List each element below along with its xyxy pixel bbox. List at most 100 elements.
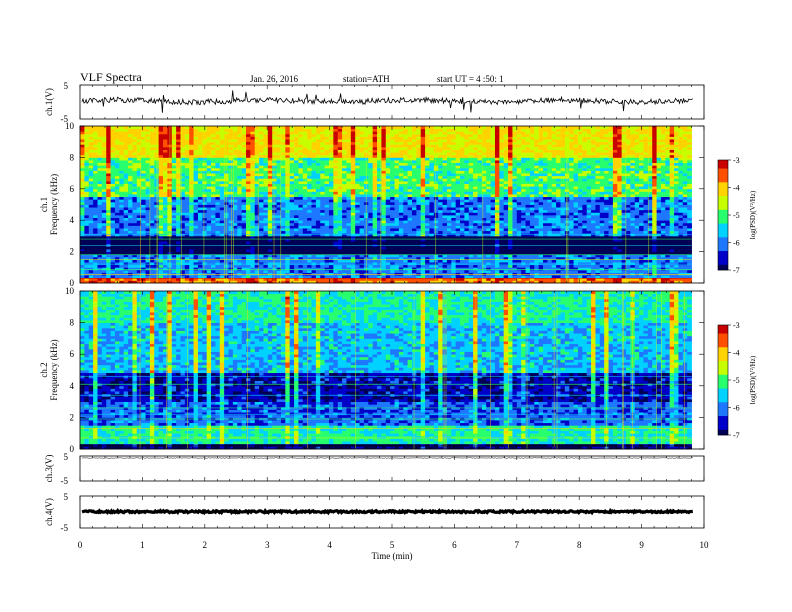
psd-cell xyxy=(534,196,540,200)
psd-cell xyxy=(180,248,186,252)
psd-cell xyxy=(416,196,422,200)
psd-cell xyxy=(101,269,107,273)
psd-cell xyxy=(398,254,404,258)
psd-cell xyxy=(490,241,496,245)
psd-cell xyxy=(547,235,553,239)
psd-cell xyxy=(547,209,553,213)
psd-cell xyxy=(521,251,526,255)
psd-cell xyxy=(280,217,286,221)
psd-cell xyxy=(525,251,531,255)
psd-cell xyxy=(245,204,251,208)
psd-cell xyxy=(560,248,566,252)
psd-cell xyxy=(481,230,487,234)
psd-cell xyxy=(599,280,605,284)
psd-cell xyxy=(136,225,142,229)
psd-cell xyxy=(80,207,85,211)
psd-cell xyxy=(285,230,291,234)
psd-cell xyxy=(687,204,692,208)
psd-cell xyxy=(132,277,138,281)
psd-cell xyxy=(538,280,544,284)
psd-cell xyxy=(682,235,688,239)
psd-cell xyxy=(626,264,631,268)
psd-cell xyxy=(508,217,513,221)
psd-cell xyxy=(359,246,365,250)
psd-cell xyxy=(529,194,535,198)
psd-cell xyxy=(110,191,116,195)
psd-cell xyxy=(337,269,343,273)
psd-cell xyxy=(446,254,452,258)
psd-cell xyxy=(106,233,111,237)
psd-cell xyxy=(643,230,649,234)
psd-cell xyxy=(612,220,618,224)
psd-cell xyxy=(237,275,243,279)
psd-cell xyxy=(656,241,662,245)
psd-cell xyxy=(477,212,483,216)
psd-cell xyxy=(93,222,98,226)
psd-cell xyxy=(224,259,229,263)
psd-cell xyxy=(211,196,216,200)
psd-cell xyxy=(315,209,321,213)
psd-cell xyxy=(215,214,221,218)
psd-cell xyxy=(119,204,125,208)
psd-cell xyxy=(516,248,522,252)
psd-cell xyxy=(263,220,269,224)
psd-cell xyxy=(149,222,155,226)
psd-cell xyxy=(599,230,605,234)
psd-cell xyxy=(525,259,531,263)
psd-cell xyxy=(543,204,548,208)
psd-cell xyxy=(123,275,129,279)
psd-cell xyxy=(573,230,579,234)
psd-cell xyxy=(407,199,413,203)
psd-cell xyxy=(259,277,264,281)
psd-cell xyxy=(626,267,631,271)
psd-cell xyxy=(359,280,365,284)
psd-cell xyxy=(429,225,435,229)
psd-cell xyxy=(543,225,548,229)
psd-cell xyxy=(250,248,256,252)
psd-cell xyxy=(110,212,116,216)
psd-cell xyxy=(582,254,588,258)
psd-cell xyxy=(211,233,216,237)
psd-cell xyxy=(302,214,308,218)
psd-cell xyxy=(372,212,378,216)
psd-cell xyxy=(355,254,360,258)
psd-cell xyxy=(294,196,299,200)
psd-cell xyxy=(612,191,618,195)
psd-cell xyxy=(433,254,439,258)
psd-cell xyxy=(346,209,352,213)
psd-cell xyxy=(328,238,334,242)
psd-cell xyxy=(97,235,103,239)
psd-cell xyxy=(547,264,553,268)
psd-cell xyxy=(682,204,688,208)
psd-cell xyxy=(534,212,540,216)
psd-cell xyxy=(534,191,540,195)
psd-cell xyxy=(215,269,221,273)
psd-cell xyxy=(272,254,277,258)
psd-cell xyxy=(516,233,522,237)
psd-cell xyxy=(298,217,304,221)
psd-cell xyxy=(136,246,142,250)
psd-cell xyxy=(259,194,264,198)
psd-cell xyxy=(355,248,360,252)
psd-cell xyxy=(176,196,181,200)
psd-cell xyxy=(433,207,439,211)
psd-cell xyxy=(189,225,194,229)
psd-cell xyxy=(529,225,535,229)
psd-cell xyxy=(682,264,688,268)
psd-cell xyxy=(123,269,129,273)
psd-cell xyxy=(184,241,190,245)
psd-cell xyxy=(674,238,679,242)
psd-cell xyxy=(359,248,365,252)
psd-cell xyxy=(149,238,155,242)
psd-cell xyxy=(350,207,356,211)
psd-cell xyxy=(259,201,264,205)
psd-cell xyxy=(162,214,168,218)
psd-cell xyxy=(302,228,308,232)
psd-cell xyxy=(617,194,623,198)
psd-cell xyxy=(224,248,229,252)
psd-cell xyxy=(394,225,400,229)
psd-cell xyxy=(93,254,98,258)
psd-cell xyxy=(245,194,251,198)
psd-cell xyxy=(468,214,474,218)
psd-cell xyxy=(682,262,688,266)
